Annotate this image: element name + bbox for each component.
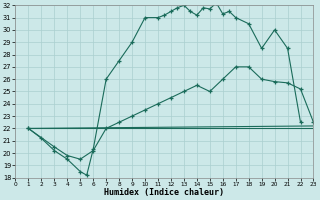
X-axis label: Humidex (Indice chaleur): Humidex (Indice chaleur)	[104, 188, 224, 197]
